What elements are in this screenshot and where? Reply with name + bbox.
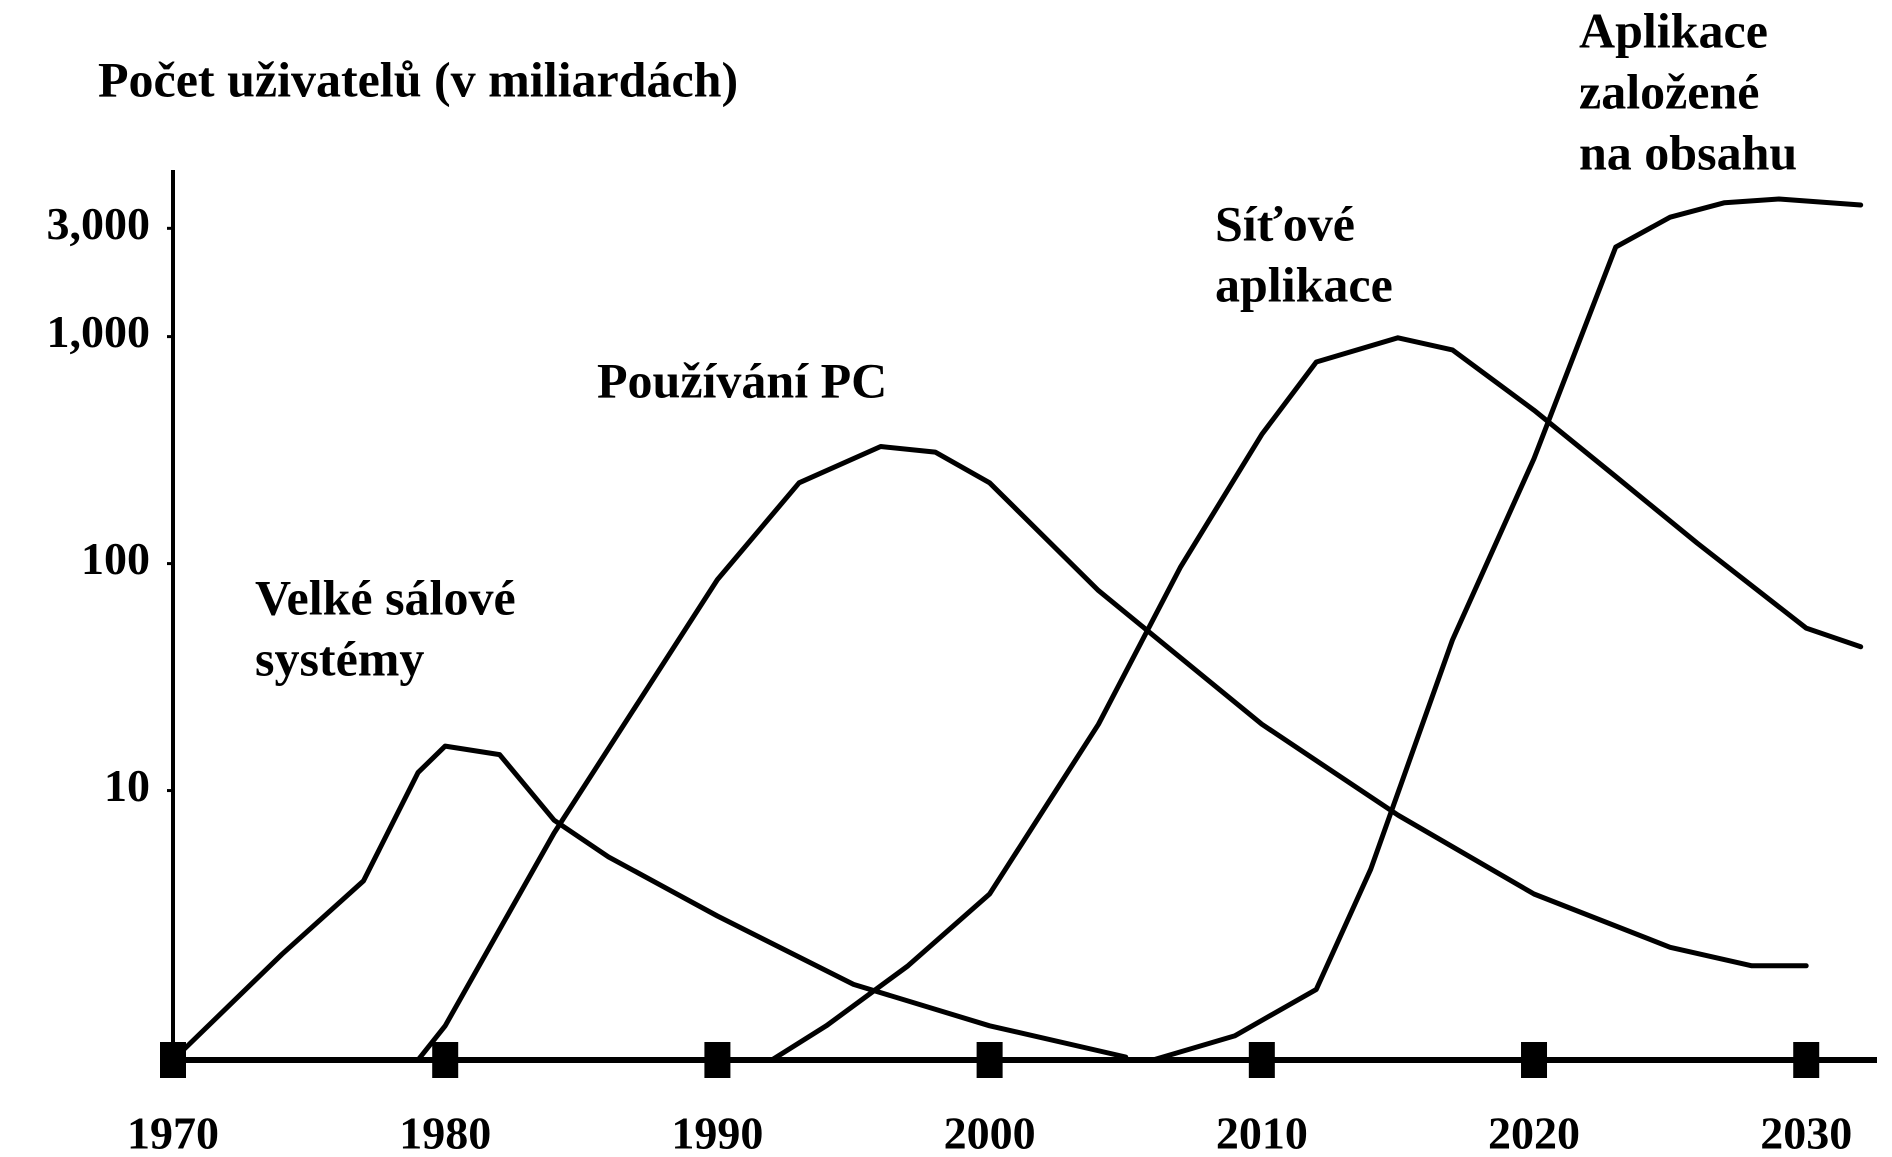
annotation: Síťové: [1215, 195, 1355, 251]
annotation: Aplikace: [1579, 2, 1768, 58]
annotation: Používání PC: [597, 352, 887, 408]
series-line: [1150, 196, 1864, 1063]
x-tick-label: 1970: [127, 1108, 219, 1157]
x-tick-label: 1990: [671, 1108, 763, 1157]
y-tick-label: 100: [81, 533, 150, 584]
x-tick-label: 2030: [1760, 1108, 1852, 1157]
x-tick-label: 1980: [399, 1108, 491, 1157]
annotation: Velké sálové: [255, 569, 516, 625]
series-line: [415, 444, 1809, 1063]
chart-title: Počet uživatelů (v miliardách): [98, 51, 738, 107]
x-tick: [1793, 1042, 1820, 1078]
x-tick-label: 2010: [1216, 1108, 1308, 1157]
series-line: [769, 335, 1864, 1063]
annotation: systémy: [255, 630, 424, 686]
x-tick: [704, 1042, 731, 1078]
y-tick-label: 3,000: [47, 198, 151, 249]
y-tick-label: 1,000: [47, 306, 151, 357]
x-tick: [976, 1042, 1003, 1078]
x-tick-label: 2000: [944, 1108, 1036, 1157]
x-tick: [1248, 1042, 1275, 1078]
x-tick: [432, 1042, 459, 1078]
x-tick-label: 2020: [1488, 1108, 1580, 1157]
annotation: aplikace: [1215, 256, 1393, 312]
annotation: na obsahu: [1579, 124, 1797, 180]
y-tick-label: 10: [104, 760, 150, 811]
x-tick: [1521, 1042, 1548, 1078]
annotation: založené: [1579, 63, 1759, 119]
